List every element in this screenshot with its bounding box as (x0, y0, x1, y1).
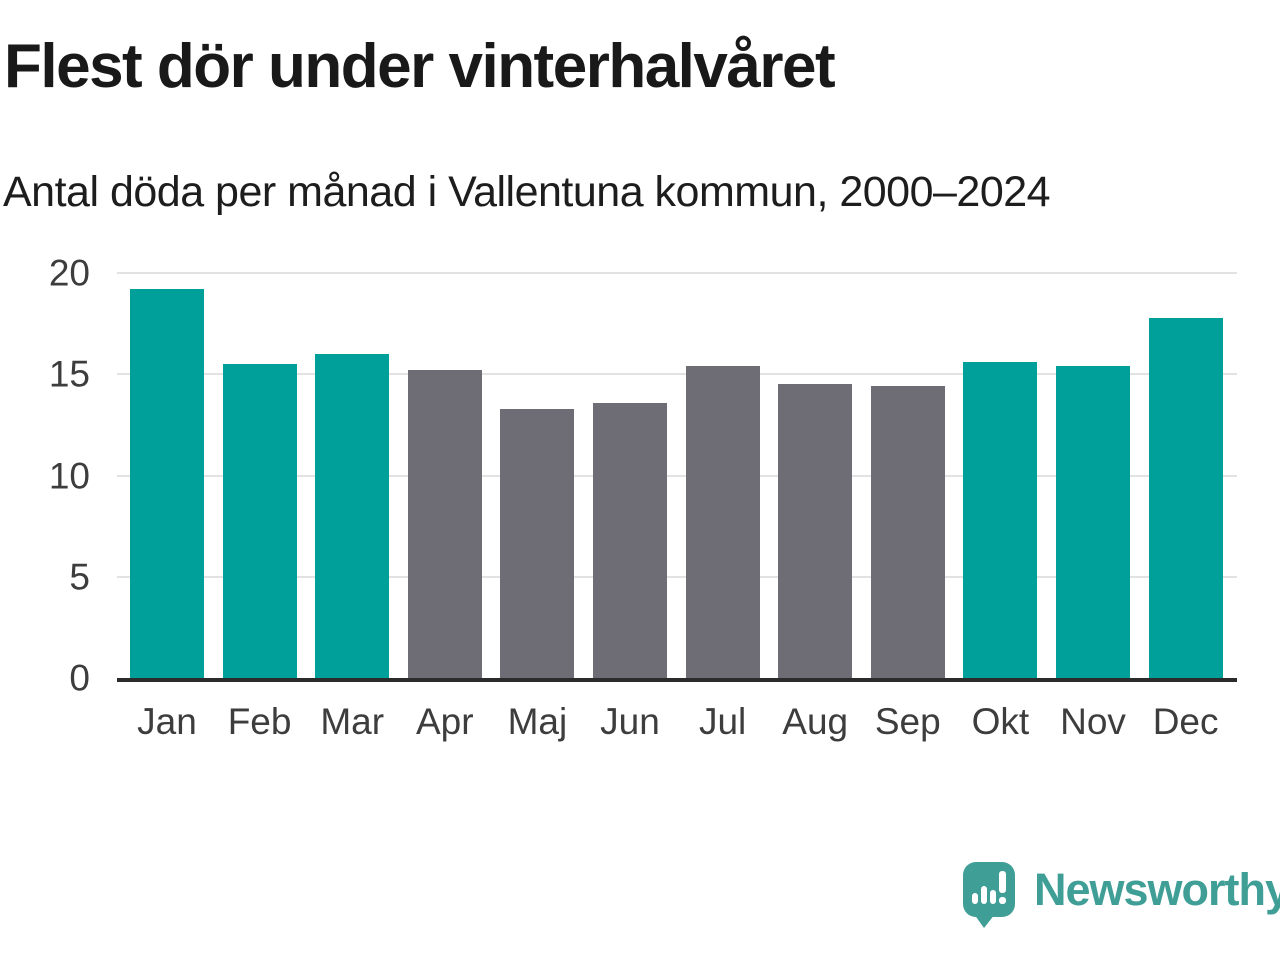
bar-dec (1148, 317, 1223, 678)
x-tick-jul: Jul (698, 701, 747, 742)
bar-apr (407, 370, 482, 678)
x-tick-nov: Nov (1060, 701, 1126, 742)
bar-okt (963, 362, 1038, 678)
y-tick-15: 15 (48, 353, 90, 395)
x-axis: Jan Feb Mar Apr Maj Jun Jul Aug Sep Okt Nov Dec (117, 703, 1237, 755)
x-tick-aug: Aug (782, 701, 849, 742)
gridline-5 (117, 575, 1237, 578)
y-tick-5: 5 (69, 556, 90, 598)
y-axis: 0 5 10 15 20 (0, 255, 90, 697)
bar-feb (222, 364, 297, 678)
x-tick-maj: Maj (507, 701, 568, 742)
chart-title: Flest dör under vinterhalvåret (4, 32, 836, 101)
y-tick-20: 20 (48, 252, 90, 294)
x-tick-jan: Jan (137, 701, 197, 742)
logo-mini-bar-2 (981, 886, 987, 904)
gridline-20 (117, 272, 1237, 274)
x-tick-apr: Apr (416, 701, 474, 742)
x-tick-dec: Dec (1152, 701, 1219, 742)
newsworthy-brand-text: Newsworthy (1034, 864, 1280, 915)
gridline-15 (117, 373, 1237, 376)
bar-jun (593, 402, 667, 678)
bar-nov (1056, 366, 1130, 678)
bar-maj (500, 408, 575, 678)
plot-area (117, 272, 1237, 682)
x-tick-okt: Okt (971, 701, 1030, 742)
x-tick-mar: Mar (320, 701, 385, 742)
bar-mar (315, 354, 390, 678)
bar-aug (778, 384, 853, 678)
logo-exclamation-dot (999, 897, 1006, 904)
x-tick-sep: Sep (874, 701, 941, 742)
x-tick-feb: Feb (227, 701, 292, 742)
logo-mini-bar-1 (972, 893, 978, 904)
logo-mini-bar-3 (990, 890, 996, 904)
chart-subtitle: Antal döda per månad i Vallentuna kommun… (3, 168, 1051, 216)
bar-jul (685, 366, 760, 678)
x-tick-jun: Jun (600, 701, 660, 742)
bar-sep (870, 386, 945, 678)
gridline-10 (117, 474, 1237, 477)
y-tick-0: 0 (69, 657, 90, 699)
y-tick-10: 10 (48, 455, 90, 496)
logo-exclamation-line (999, 871, 1006, 893)
newsworthy-logo: Newsworthy (963, 862, 1280, 928)
bar-jan (130, 289, 204, 678)
newsworthy-speech-bubble-chart-icon (963, 862, 1015, 928)
